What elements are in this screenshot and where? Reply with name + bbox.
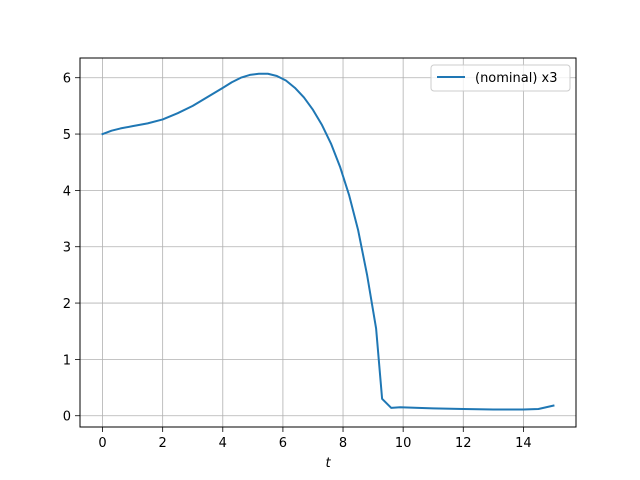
legend-box <box>430 64 571 92</box>
y-tick-label: 5 <box>63 128 71 143</box>
x-tick-label: 4 <box>219 436 227 451</box>
x-tick-label: 0 <box>98 436 106 451</box>
series-line <box>101 72 555 411</box>
series-layer <box>101 72 555 411</box>
x-tick-label: 2 <box>159 436 167 451</box>
x-tick-label: 10 <box>395 436 412 451</box>
x-axis-label: t <box>325 456 331 471</box>
x-tick-label: 8 <box>339 436 347 451</box>
grid <box>80 58 576 427</box>
x-tick-label: 6 <box>279 436 287 451</box>
y-tick-label: 0 <box>63 410 71 425</box>
y-tick-label: 4 <box>63 184 71 199</box>
y-tick-label: 2 <box>63 297 71 312</box>
legend: (nominal) x3 <box>430 64 571 92</box>
plot-frame <box>79 57 577 428</box>
x-tick-label: 12 <box>455 436 472 451</box>
y-tick-label: 6 <box>63 72 71 87</box>
y-tick-label: 3 <box>63 241 71 256</box>
x-tick-label: 14 <box>515 436 532 451</box>
legend-entry-label: (nominal) x3 <box>475 71 558 86</box>
y-tick-label: 1 <box>63 353 71 368</box>
